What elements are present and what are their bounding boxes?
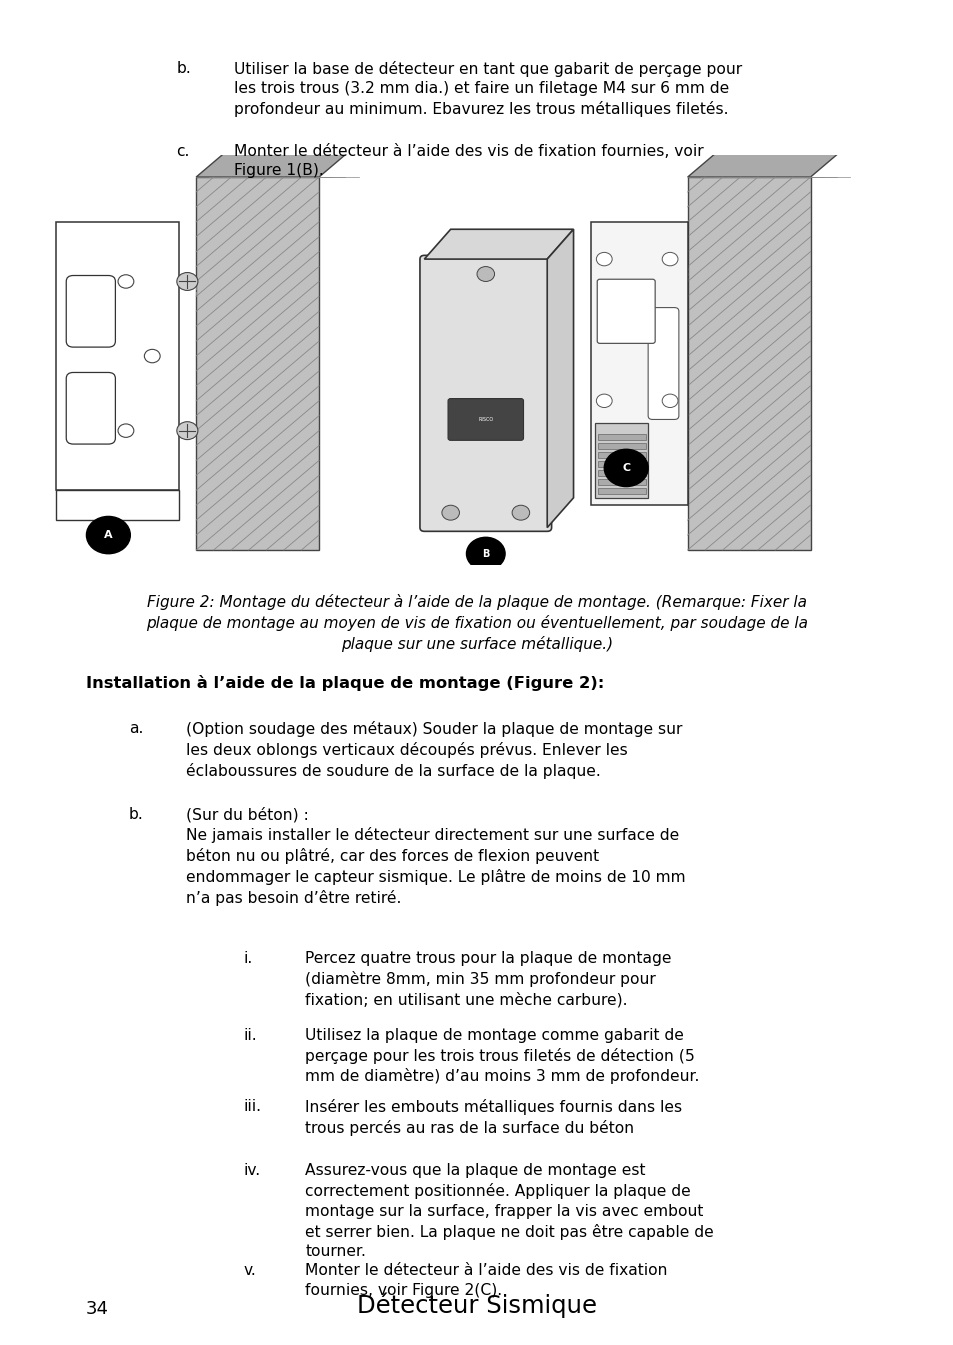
Text: b.: b. [176,61,191,75]
Text: A: A [104,530,112,541]
Circle shape [118,424,133,437]
FancyBboxPatch shape [647,308,679,420]
Circle shape [118,274,133,288]
Text: c.: c. [176,144,190,159]
Circle shape [603,449,647,487]
Circle shape [176,422,197,440]
Polygon shape [687,178,810,550]
Circle shape [87,516,131,554]
Circle shape [441,506,459,521]
FancyBboxPatch shape [598,488,646,494]
Circle shape [661,253,678,266]
Circle shape [466,537,504,570]
Circle shape [596,253,612,266]
Text: Insérer les embouts métalliques fournis dans les
trous percés au ras de la surfa: Insérer les embouts métalliques fournis … [305,1099,681,1135]
Polygon shape [547,229,573,527]
Text: b.: b. [129,807,143,822]
Text: Monter le détecteur à l’aide des vis de fixation fournies, voir
Figure 1(B).: Monter le détecteur à l’aide des vis de … [233,144,702,179]
FancyBboxPatch shape [598,434,646,440]
Polygon shape [591,222,687,506]
Circle shape [476,266,494,281]
Text: RISCO: RISCO [477,417,493,422]
Text: iii.: iii. [243,1099,261,1114]
Circle shape [661,394,678,408]
Text: Détecteur Sismique: Détecteur Sismique [356,1293,597,1318]
FancyBboxPatch shape [66,276,115,347]
FancyBboxPatch shape [595,424,647,498]
FancyBboxPatch shape [448,398,523,440]
Polygon shape [55,222,178,491]
Text: Installation à l’aide de la plaque de montage (Figure 2):: Installation à l’aide de la plaque de mo… [86,675,603,691]
Circle shape [144,350,160,363]
Circle shape [512,506,529,521]
FancyBboxPatch shape [598,461,646,467]
Polygon shape [196,178,318,550]
Text: Figure 2: Montage du détecteur à l’aide de la plaque de montage. (Remarque: Fixe: Figure 2: Montage du détecteur à l’aide … [146,594,807,652]
Text: (Sur du béton) :
Ne jamais installer le détecteur directement sur une surface de: (Sur du béton) : Ne jamais installer le … [186,807,685,907]
FancyBboxPatch shape [66,373,115,444]
Text: i.: i. [243,951,253,966]
Polygon shape [196,147,354,178]
Text: Utiliser la base de détecteur en tant que gabarit de perçage pour
les trois trou: Utiliser la base de détecteur en tant qu… [233,61,741,117]
Text: 34: 34 [86,1301,109,1318]
FancyBboxPatch shape [598,444,646,449]
FancyBboxPatch shape [598,452,646,459]
Text: B: B [481,549,489,558]
Text: Monter le détecteur à l’aide des vis de fixation
fournies, voir Figure 2(C).: Monter le détecteur à l’aide des vis de … [305,1263,667,1298]
Circle shape [176,273,197,291]
FancyBboxPatch shape [419,256,551,531]
Text: C: C [621,463,630,473]
Text: Percez quatre trous pour la plaque de montage
(diamètre 8mm, min 35 mm profondeu: Percez quatre trous pour la plaque de mo… [305,951,671,1007]
Polygon shape [55,491,178,521]
FancyBboxPatch shape [598,471,646,476]
Text: Assurez-vous que la plaque de montage est
correctement positionnée. Appliquer la: Assurez-vous que la plaque de montage es… [305,1163,713,1259]
Text: ii.: ii. [243,1028,256,1042]
Text: Utilisez la plaque de montage comme gabarit de
perçage pour les trois trous file: Utilisez la plaque de montage comme gaba… [305,1028,699,1084]
Text: (Option soudage des métaux) Souder la plaque de montage sur
les deux oblongs ver: (Option soudage des métaux) Souder la pl… [186,721,681,779]
FancyBboxPatch shape [597,280,655,343]
Polygon shape [424,229,573,260]
FancyBboxPatch shape [598,479,646,486]
Text: v.: v. [243,1263,255,1278]
Polygon shape [687,147,844,178]
Text: iv.: iv. [243,1163,260,1178]
Circle shape [596,394,612,408]
Text: a.: a. [129,721,143,736]
